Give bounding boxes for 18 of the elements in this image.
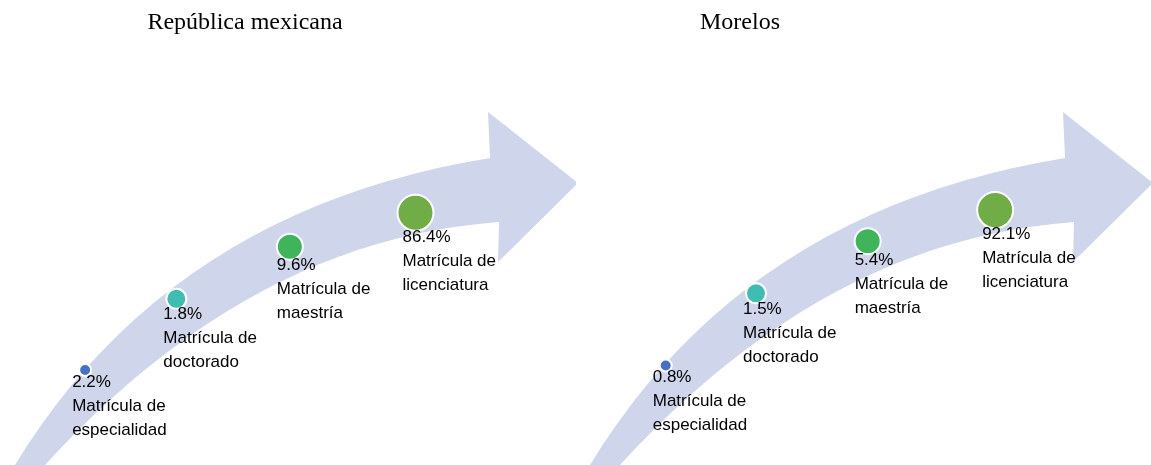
data-label: 92.1% [982,223,1031,243]
data-label: 5.4% [854,249,894,269]
category-label: Matrícula de doctorado [163,328,257,372]
data-label: 86.4% [402,226,451,246]
data-label: 2.2% [72,371,111,391]
category-label: Matrícula de especialidad [72,395,167,439]
category-label: Matrícula de maestría [854,273,949,317]
data-label: 1.8% [163,304,203,324]
category-label: Matrícula de doctorado [742,322,837,366]
data-label: 9.6% [276,255,316,275]
category-label: Matrícula de especialidad [652,391,748,435]
text: Morelos [700,8,780,35]
category-label: Matrícula de maestría [276,279,371,323]
data-label: 0.8% [652,367,692,387]
category-label: Matrícula de licenciatura [982,247,1076,291]
data-label: 1.5% [742,298,782,318]
text: República mexicana [147,8,343,35]
category-label: Matrícula de licenciatura [402,250,497,294]
